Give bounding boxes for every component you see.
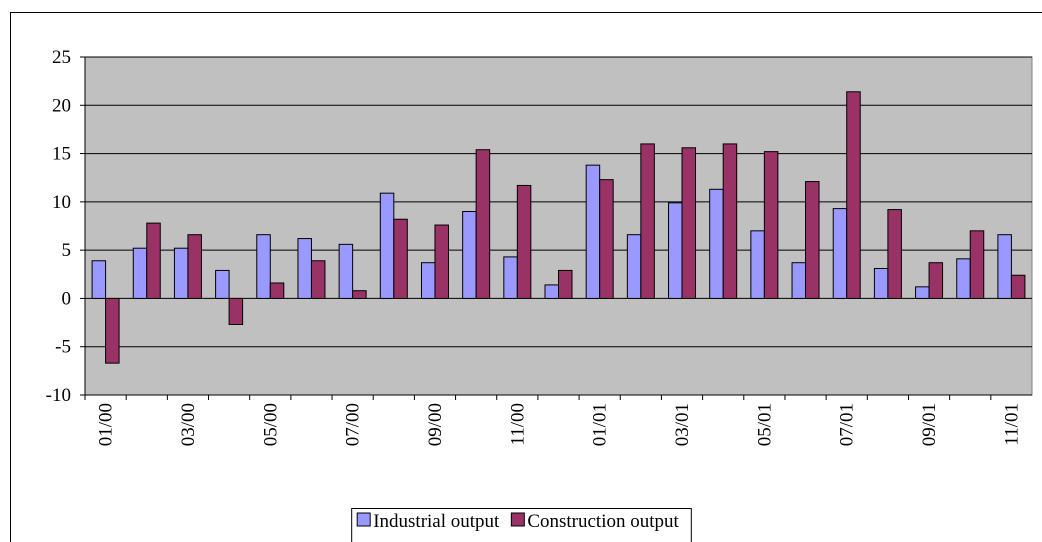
bar <box>475 149 491 299</box>
bar <box>969 230 985 299</box>
bar <box>516 184 532 299</box>
bar <box>668 202 683 299</box>
bar <box>558 269 573 299</box>
bar <box>722 143 738 299</box>
x-tick-label: 05/00 <box>260 403 281 446</box>
bar <box>887 209 902 299</box>
legend-marker <box>510 512 525 527</box>
bar <box>310 260 326 299</box>
bar <box>544 284 559 299</box>
y-tick-label: 15 <box>52 144 71 165</box>
x-tick-label: 11/01 <box>1001 403 1022 446</box>
bar <box>640 143 655 299</box>
y-tick-label: 25 <box>52 47 71 68</box>
bar <box>750 230 765 299</box>
bar <box>997 234 1012 299</box>
bar <box>132 247 148 299</box>
x-tick-label: 11/00 <box>507 403 528 446</box>
bar <box>915 286 930 299</box>
bar <box>91 260 107 299</box>
bar <box>1010 274 1026 299</box>
bar <box>873 267 889 299</box>
bar <box>256 234 271 299</box>
bar <box>146 222 161 299</box>
bar <box>626 234 642 299</box>
y-tick-label: 5 <box>62 240 72 261</box>
x-tick-label: 03/00 <box>178 403 199 446</box>
bar <box>805 181 820 299</box>
bar <box>832 208 848 299</box>
y-tick-label: 0 <box>62 288 72 309</box>
legend-marker <box>356 512 371 527</box>
y-tick-label: -5 <box>55 337 71 358</box>
bar <box>503 256 518 299</box>
bar <box>599 179 614 299</box>
legend-label: Construction output <box>527 511 679 532</box>
x-tick-label: 01/01 <box>590 403 611 446</box>
bar <box>269 282 285 299</box>
bar <box>187 234 202 299</box>
y-tick-label: 20 <box>52 95 71 116</box>
x-tick-label: 07/01 <box>837 403 858 446</box>
bar <box>709 188 724 299</box>
y-tick-label: -10 <box>46 385 71 406</box>
bar <box>420 262 436 299</box>
bar <box>215 269 230 299</box>
x-tick-label: 07/00 <box>343 403 364 446</box>
bar <box>105 297 120 364</box>
bar <box>763 151 779 299</box>
bar <box>393 218 408 299</box>
x-tick-label: 05/01 <box>754 403 775 446</box>
bar <box>928 262 944 299</box>
bar <box>681 147 697 299</box>
bar <box>846 91 861 299</box>
plot-area <box>84 56 1033 396</box>
legend-label: Industrial output <box>373 511 500 532</box>
bar <box>228 297 244 326</box>
x-tick-label: 09/00 <box>425 403 446 446</box>
bar <box>352 290 367 299</box>
bar <box>956 258 971 299</box>
bar <box>173 247 189 299</box>
bar <box>791 262 807 299</box>
x-tick-label: 01/00 <box>96 403 117 446</box>
bar <box>462 211 477 299</box>
bar <box>338 243 354 299</box>
bar <box>379 192 395 299</box>
x-tick-label: 03/01 <box>672 403 693 446</box>
bar <box>585 164 601 299</box>
bar <box>434 224 449 299</box>
y-tick-label: 10 <box>52 192 71 213</box>
bar <box>297 238 312 299</box>
x-tick-label: 09/01 <box>919 403 940 446</box>
